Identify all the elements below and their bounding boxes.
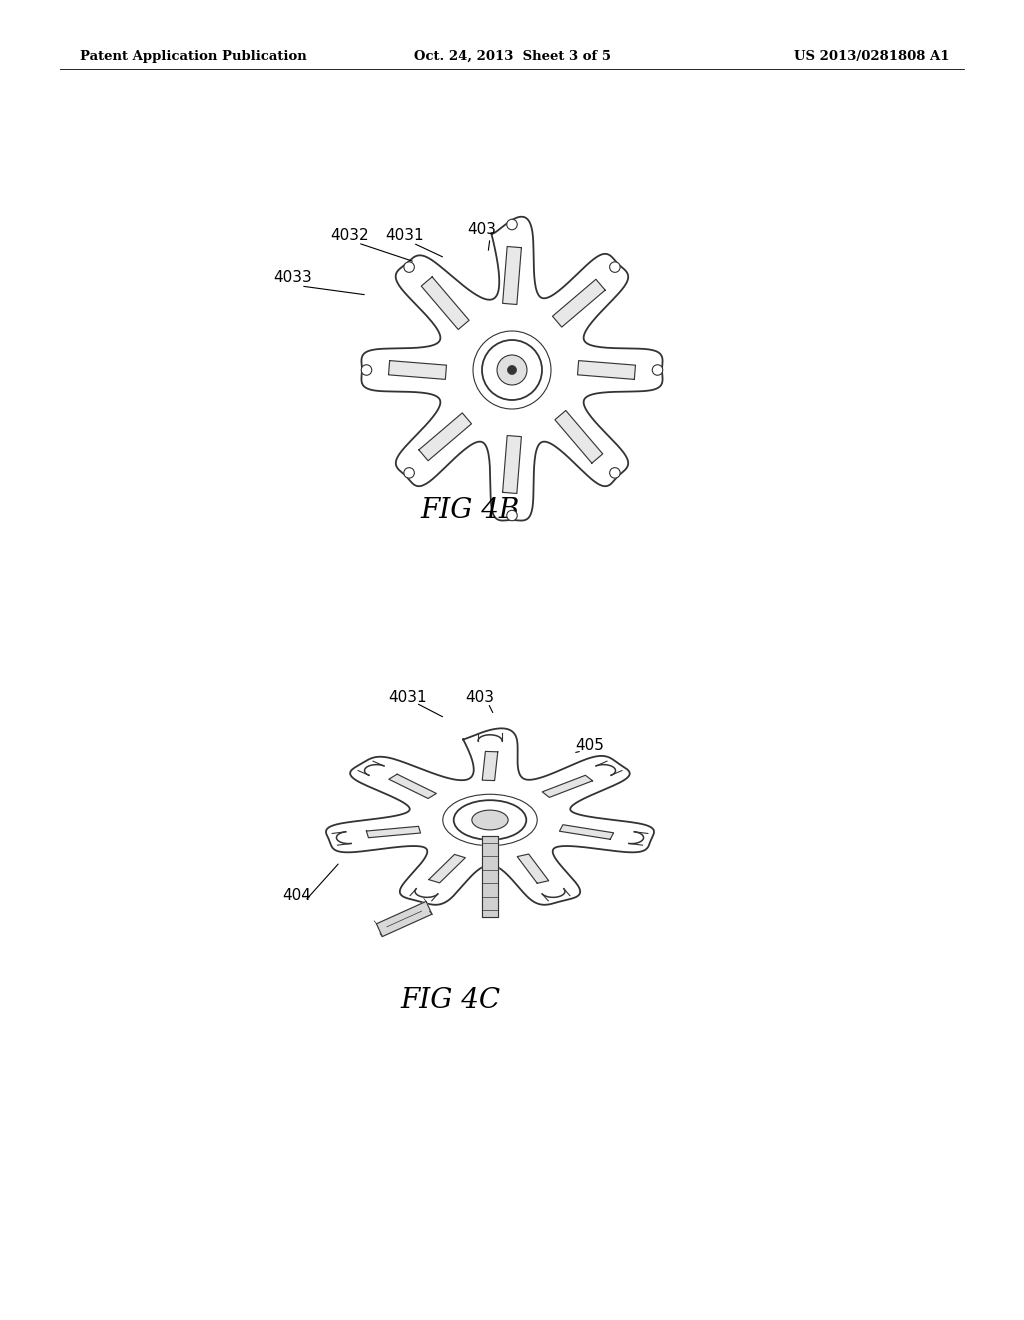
Polygon shape: [421, 277, 469, 330]
Text: US 2013/0281808 A1: US 2013/0281808 A1: [795, 50, 950, 63]
Polygon shape: [517, 854, 549, 883]
Circle shape: [482, 341, 542, 400]
Polygon shape: [429, 854, 465, 883]
Ellipse shape: [472, 810, 508, 830]
Polygon shape: [377, 902, 432, 937]
Text: 405: 405: [575, 738, 604, 752]
Circle shape: [403, 261, 415, 272]
Polygon shape: [326, 729, 654, 904]
Text: 4032: 4032: [331, 227, 370, 243]
Circle shape: [609, 261, 621, 272]
Polygon shape: [482, 751, 498, 780]
Polygon shape: [578, 360, 636, 379]
Polygon shape: [555, 411, 603, 463]
Polygon shape: [367, 826, 421, 838]
Text: 4031: 4031: [386, 227, 424, 243]
Polygon shape: [543, 775, 593, 797]
Polygon shape: [553, 280, 605, 327]
Polygon shape: [389, 775, 436, 799]
Circle shape: [652, 364, 663, 375]
Text: 403: 403: [468, 223, 497, 238]
Circle shape: [361, 364, 372, 375]
Text: Patent Application Publication: Patent Application Publication: [80, 50, 307, 63]
Text: 4033: 4033: [273, 271, 312, 285]
Text: FIG 4C: FIG 4C: [400, 986, 500, 1014]
Polygon shape: [419, 413, 471, 461]
Ellipse shape: [454, 800, 526, 840]
Text: 403: 403: [466, 689, 495, 705]
Polygon shape: [503, 247, 521, 305]
Polygon shape: [388, 360, 446, 379]
Polygon shape: [503, 436, 521, 494]
Polygon shape: [361, 216, 663, 520]
Circle shape: [609, 467, 621, 478]
Circle shape: [403, 467, 415, 478]
Circle shape: [497, 355, 527, 385]
Circle shape: [508, 366, 516, 375]
Text: FIG 4B: FIG 4B: [421, 496, 519, 524]
Text: Oct. 24, 2013  Sheet 3 of 5: Oct. 24, 2013 Sheet 3 of 5: [414, 50, 610, 63]
Polygon shape: [481, 836, 499, 917]
Polygon shape: [559, 825, 613, 840]
Text: 4031: 4031: [389, 689, 427, 705]
Circle shape: [507, 511, 517, 521]
Text: 404: 404: [283, 887, 311, 903]
Circle shape: [507, 219, 517, 230]
